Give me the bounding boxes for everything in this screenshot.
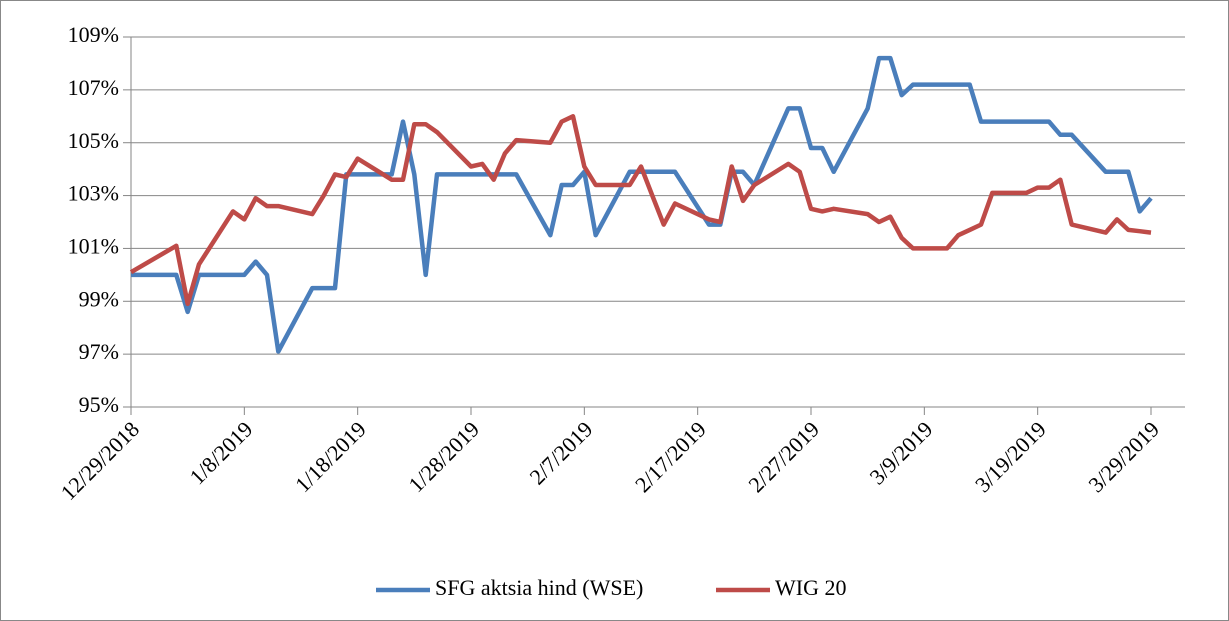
legend-label: SFG aktsia hind (WSE): [435, 575, 643, 600]
y-tick-label: 105%: [68, 128, 119, 153]
y-tick-label: 101%: [68, 233, 119, 258]
y-tick-label: 103%: [68, 181, 119, 206]
y-tick-label: 97%: [79, 339, 119, 364]
y-tick-label: 95%: [79, 392, 119, 417]
y-tick-label: 109%: [68, 22, 119, 47]
y-tick-label: 99%: [79, 286, 119, 311]
data-line: [131, 55, 1153, 354]
y-tick-label: 107%: [68, 75, 119, 100]
data-line: [129, 114, 1152, 307]
legend-label: WIG 20: [775, 575, 846, 600]
